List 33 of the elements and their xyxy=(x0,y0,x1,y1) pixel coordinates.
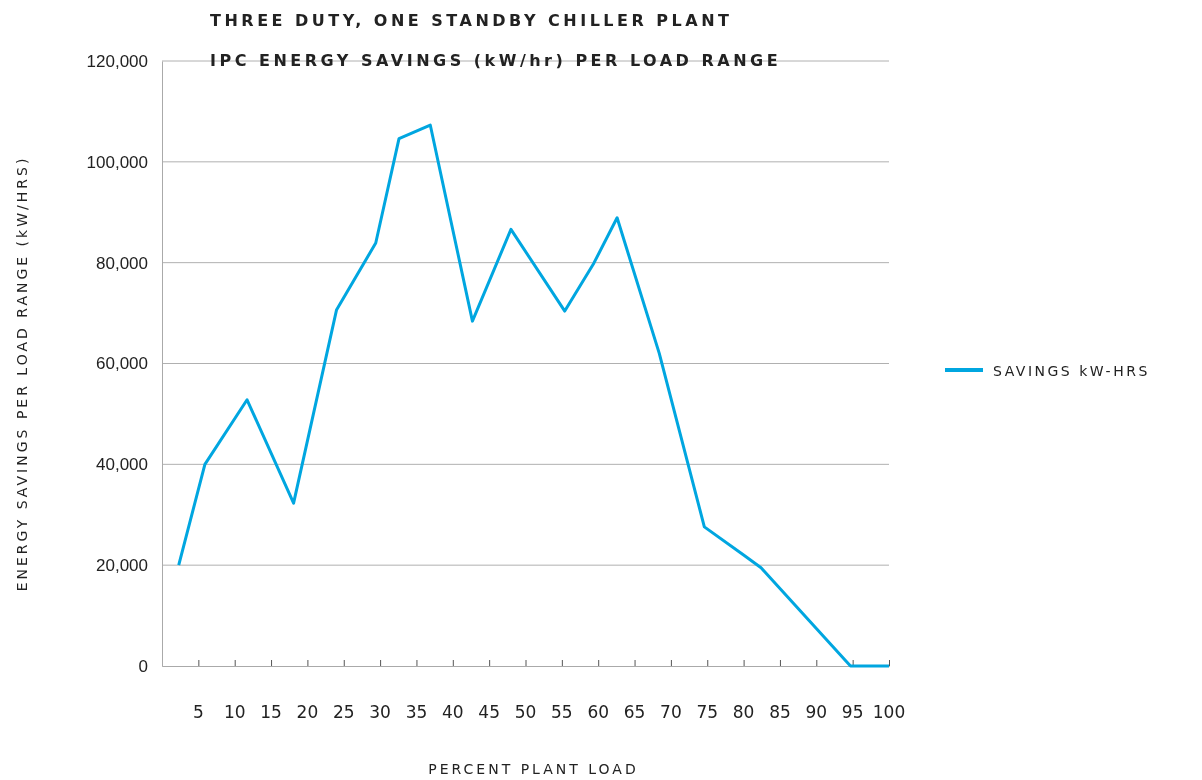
x-tick-label: 70 xyxy=(660,702,682,722)
x-tick-label: 20 xyxy=(296,702,319,722)
y-tick-label: 60,000 xyxy=(96,354,148,374)
x-tick-label: 30 xyxy=(369,702,391,722)
chart-subtitle: IPC ENERGY SAVINGS (kW/hr) PER LOAD RANGE xyxy=(210,51,782,70)
line-series xyxy=(177,123,891,668)
x-tick-label: 100 xyxy=(872,702,906,722)
y-tick-label: 40,000 xyxy=(96,455,148,475)
x-tick-label: 10 xyxy=(223,702,246,722)
x-tick-label: 15 xyxy=(260,702,282,722)
y-tick-label: 100,000 xyxy=(86,152,148,172)
x-tick-label: 75 xyxy=(696,702,719,722)
y-axis-title: ENERGY SAVINGS PER LOAD RANGE (kW/HRS) xyxy=(14,155,30,592)
x-tick-label: 35 xyxy=(405,702,428,722)
x-tick-label: 40 xyxy=(441,702,464,722)
x-tick-label: 60 xyxy=(587,702,610,722)
y-tick-label: 80,000 xyxy=(96,253,148,273)
y-tick-label: 120,000 xyxy=(86,51,148,71)
x-tick-label: 80 xyxy=(732,702,755,722)
x-tick-label: 55 xyxy=(551,702,573,722)
x-tick-label: 95 xyxy=(841,702,864,722)
x-tick-label: 65 xyxy=(623,702,646,722)
chart-title: THREE DUTY, ONE STANDBY CHILLER PLANT xyxy=(210,11,733,30)
x-tick-label: 5 xyxy=(192,702,204,722)
x-tick-label: 85 xyxy=(769,702,791,722)
legend-label: SAVINGS kW-HRS xyxy=(993,363,1150,379)
x-tick-label: 90 xyxy=(805,702,828,722)
y-tick-label: 0 xyxy=(138,656,148,676)
x-tick-label: 25 xyxy=(332,702,355,722)
x-tick-label: 45 xyxy=(478,702,500,722)
x-tick-label: 50 xyxy=(514,702,537,722)
x-axis-title: PERCENT PLANT LOAD xyxy=(428,761,639,777)
y-tick-label: 20,000 xyxy=(96,556,148,576)
